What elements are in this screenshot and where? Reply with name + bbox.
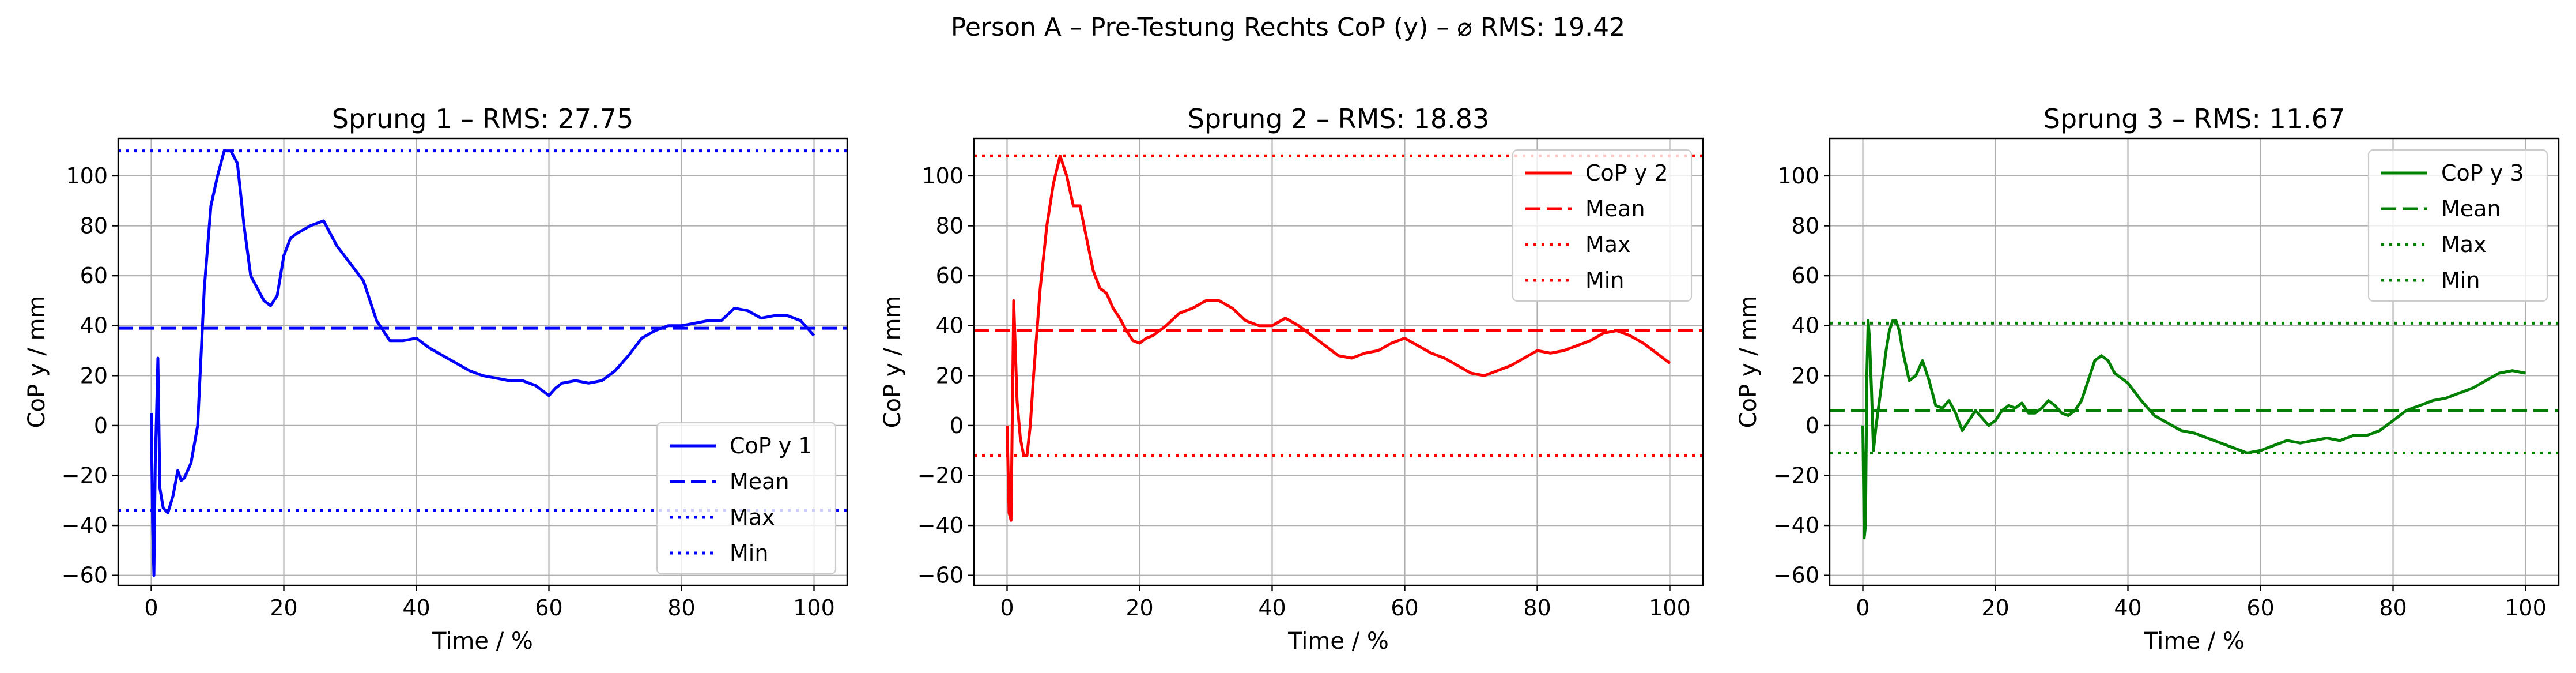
legend-frame [2367, 149, 2548, 302]
legend: CoP y 2 Mean Max Min [1512, 149, 1693, 302]
chart-title: Sprung 1 – RMS: 27.75 [332, 103, 634, 134]
x-tick-label: 40 [1258, 595, 1286, 621]
chart-panel-1: 0 20 40 60 80 100 −60 −40 −20 0 20 40 60 80 100 Sprung … [24, 103, 848, 655]
axes-frame [1829, 137, 2560, 586]
axes-frame [117, 137, 848, 586]
legend-frame [656, 422, 837, 575]
y-tick-label: 40 [1792, 313, 1819, 339]
y-tick-label: −60 [1773, 563, 1819, 588]
series-line-cop-y-2 [1006, 154, 1671, 522]
x-tick-label: 60 [535, 595, 562, 621]
x-tick-label: 20 [1125, 595, 1153, 621]
x-tick-label: 20 [270, 595, 297, 621]
x-axis-label: Time / % [1287, 628, 1389, 655]
y-axis-label: CoP y / mm [24, 296, 50, 428]
y-tick-label: 0 [1806, 413, 1819, 438]
legend-entry-label: Max [730, 505, 775, 530]
chart-panel-2: 0 20 40 60 80 100 −60 −40 −20 0 20 40 60 80 100 Sprung … [879, 103, 1704, 655]
x-tick-label: 100 [2505, 595, 2547, 621]
legend-entry-label: Min [2441, 268, 2480, 293]
x-tick-label: 60 [1391, 595, 1418, 621]
chart-title: Sprung 3 – RMS: 11.67 [2044, 103, 2345, 134]
y-tick-label: 100 [66, 163, 108, 189]
legend-frame [1512, 149, 1693, 302]
x-tick-label: 20 [1981, 595, 2009, 621]
legend-entry-label: Min [1585, 268, 1624, 293]
legend-entry-label: Mean [1585, 196, 1645, 221]
y-axis-label: CoP y / mm [879, 296, 906, 428]
figure-suptitle: Person A – Pre-Testung Rechts CoP (y) – … [951, 13, 1625, 42]
y-tick-label: −20 [917, 463, 964, 488]
legend-entry-label: Mean [2441, 196, 2501, 221]
y-tick-label: 100 [921, 163, 964, 189]
y-tick-label: 0 [94, 413, 108, 438]
x-tick-label: 60 [2246, 595, 2274, 621]
x-tick-label: 80 [1523, 595, 1551, 621]
y-tick-label: 20 [80, 363, 108, 388]
y-tick-label: 0 [950, 413, 964, 438]
x-axis-label: Time / % [432, 628, 533, 655]
x-tick-label: 100 [793, 595, 835, 621]
x-tick-label: 80 [667, 595, 695, 621]
x-axis-label: Time / % [2143, 628, 2245, 655]
legend: CoP y 3 Mean Max Min [2367, 149, 2548, 302]
legend-entry-label: Max [2441, 232, 2487, 257]
y-tick-label: 80 [1792, 213, 1819, 239]
x-tick-label: 100 [1649, 595, 1691, 621]
y-tick-label: 100 [1777, 163, 1819, 189]
y-tick-label: 60 [80, 263, 108, 288]
legend-entry-label: Max [1585, 232, 1631, 257]
chart-panel-3: 0 20 40 60 80 100 −60 −40 −20 0 20 40 60 80 100 Sprung … [1735, 103, 2560, 655]
x-tick-label: 0 [1000, 595, 1014, 621]
legend-entry-label: Mean [730, 469, 790, 494]
y-tick-label: −40 [1773, 513, 1819, 538]
legend-entry-label: CoP y 2 [1585, 160, 1668, 186]
series-line-cop-y-3 [1861, 319, 2526, 540]
x-tick-label: 40 [402, 595, 430, 621]
x-tick-label: 0 [1856, 595, 1869, 621]
y-tick-label: 60 [1792, 263, 1819, 288]
legend-entry-label: CoP y 1 [730, 433, 813, 458]
y-tick-label: 20 [936, 363, 964, 388]
y-tick-label: −60 [917, 563, 964, 588]
y-tick-label: 60 [936, 263, 964, 288]
y-tick-label: −20 [1773, 463, 1819, 488]
y-axis-label: CoP y / mm [1735, 296, 1762, 428]
y-tick-label: −20 [62, 463, 108, 488]
legend-entry-label: CoP y 3 [2441, 160, 2524, 186]
y-tick-label: −60 [62, 563, 108, 588]
chart-title: Sprung 2 – RMS: 18.83 [1188, 103, 1490, 134]
x-tick-label: 40 [2114, 595, 2141, 621]
x-tick-label: 80 [2379, 595, 2407, 621]
y-tick-label: 20 [1792, 363, 1819, 388]
y-tick-label: −40 [917, 513, 964, 538]
legend: CoP y 1 Mean Max Min [656, 422, 837, 575]
axes-frame [973, 137, 1704, 586]
y-tick-label: 80 [80, 213, 108, 239]
x-tick-label: 0 [144, 595, 158, 621]
y-tick-label: 40 [936, 313, 964, 339]
y-tick-label: −40 [62, 513, 108, 538]
y-tick-label: 40 [80, 313, 108, 339]
y-tick-label: 80 [936, 213, 964, 239]
legend-entry-label: Min [730, 540, 768, 566]
